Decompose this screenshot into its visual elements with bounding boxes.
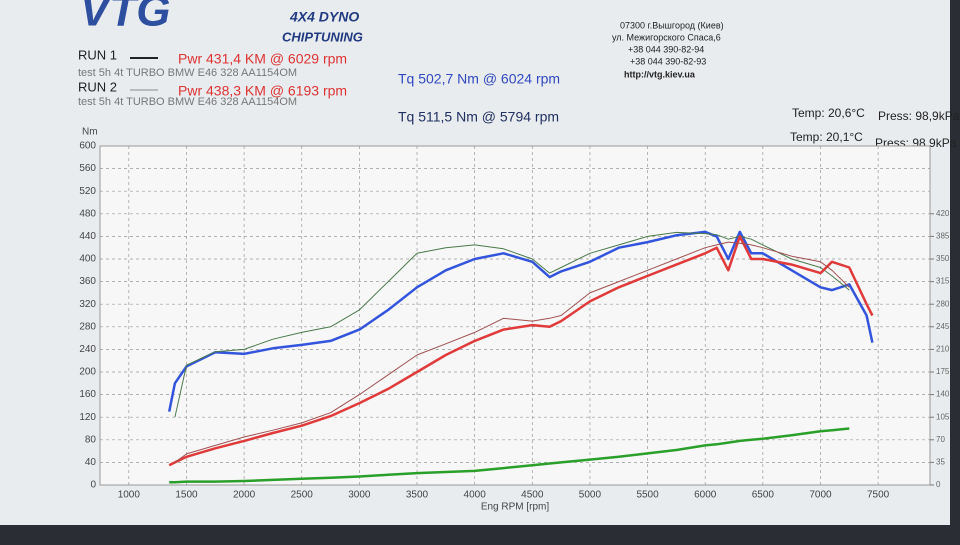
run-label: RUN 2 bbox=[78, 79, 117, 94]
title: 4X4 DYNO bbox=[289, 9, 359, 25]
x-tick-label: 1000 bbox=[118, 490, 141, 501]
x-tick-label: 3000 bbox=[348, 490, 371, 501]
y-tick-label: 80 bbox=[85, 434, 97, 445]
y-tick-label: 120 bbox=[79, 412, 96, 423]
y2-tick-label: 70 bbox=[936, 435, 945, 444]
x-tick-label: 4000 bbox=[464, 490, 487, 501]
run-label: RUN 1 bbox=[78, 47, 117, 62]
y-axis-label: Nm bbox=[82, 127, 98, 138]
run-temp: Temp: 20,1°C bbox=[790, 130, 863, 144]
address-line: ул. Межигорского Спаса,6 bbox=[612, 32, 721, 42]
y2-tick-label: 140 bbox=[936, 390, 950, 399]
y-tick-label: 200 bbox=[79, 367, 96, 378]
y-tick-label: 280 bbox=[79, 321, 96, 332]
address-line: 07300 г.Вышгород (Киев) bbox=[620, 20, 724, 30]
runs: RUN 1 Pwr 431,4 KM @ 6029 rpm test 5h 4t… bbox=[78, 47, 960, 150]
series-line bbox=[169, 427, 850, 484]
x-tick-label: 6500 bbox=[752, 490, 775, 501]
run-power: Pwr 431,4 KM @ 6029 rpm bbox=[178, 51, 347, 67]
x-tick-label: 6000 bbox=[694, 490, 717, 501]
x-tick-label: 4500 bbox=[521, 490, 544, 501]
x-axis-label: Eng RPM [rpm] bbox=[481, 502, 550, 513]
y2-tick-label: 35 bbox=[936, 458, 945, 467]
y-tick-label: 440 bbox=[79, 231, 96, 242]
y-tick-label: 40 bbox=[85, 457, 97, 468]
y2-tick-label: 280 bbox=[936, 299, 950, 308]
y2-tick-label: 175 bbox=[936, 367, 950, 376]
y2-tick-label: 105 bbox=[936, 412, 950, 421]
address-line: +38 044 390-82-93 bbox=[630, 56, 706, 66]
x-tick-label: 3500 bbox=[406, 490, 429, 501]
y2-tick-label: 0 bbox=[936, 480, 941, 489]
y-tick-label: 320 bbox=[79, 299, 96, 310]
y-tick-label: 240 bbox=[79, 344, 96, 355]
x-tick-label: 5000 bbox=[579, 490, 602, 501]
address: 07300 г.Вышгород (Киев) ул. Межигорского… bbox=[612, 20, 724, 79]
series-line bbox=[174, 231, 850, 418]
y-tick-label: 600 bbox=[79, 141, 96, 152]
y2-tick-label: 350 bbox=[936, 254, 950, 263]
y-tick-label: 400 bbox=[79, 254, 96, 265]
y-tick-label: 520 bbox=[79, 186, 96, 197]
y2-tick-label: 210 bbox=[936, 345, 950, 354]
subtitle: CHIPTUNING bbox=[282, 29, 363, 44]
y-tick-label: 0 bbox=[90, 480, 96, 491]
address-line: +38 044 390-82-94 bbox=[628, 44, 704, 54]
run-temp: Temp: 20,6°C bbox=[792, 106, 865, 120]
logo: VTG bbox=[80, 0, 170, 36]
x-tick-label: 7500 bbox=[867, 490, 890, 501]
y2-tick-label: 385 bbox=[936, 232, 950, 241]
x-tick-label: 7000 bbox=[809, 490, 832, 501]
run-info: test 5h 4t TURBO BMW E46 328 AA1154OM bbox=[78, 67, 297, 79]
run-info: test 5h 4t TURBO BMW E46 328 AA1154OM bbox=[78, 96, 297, 108]
run-torque: Tq 502,7 Nm @ 6024 rpm bbox=[398, 71, 560, 87]
series-line bbox=[167, 230, 874, 412]
y2-tick-label: 315 bbox=[936, 277, 950, 286]
x-tick-label: 2500 bbox=[291, 490, 314, 501]
y-tick-label: 560 bbox=[79, 163, 96, 174]
y2-tick-label: 245 bbox=[936, 322, 950, 331]
series-line bbox=[174, 241, 850, 463]
x-tick-label: 1500 bbox=[175, 490, 198, 501]
y-tick-label: 160 bbox=[79, 389, 96, 400]
run-press: Press: 98,9kPa bbox=[878, 109, 960, 123]
y-tick-label: 360 bbox=[79, 276, 96, 287]
series-line bbox=[168, 235, 874, 467]
address-line: http://vtg.kiev.ua bbox=[624, 69, 696, 79]
x-tick-label: 2000 bbox=[233, 490, 256, 501]
y2-tick-label: 420 bbox=[936, 209, 950, 218]
x-tick-label: 5500 bbox=[636, 490, 659, 501]
run-torque: Tq 511,5 Nm @ 5794 rpm bbox=[398, 109, 559, 125]
plot-area bbox=[99, 145, 931, 486]
run-power: Pwr 438,3 KM @ 6193 rpm bbox=[178, 83, 347, 99]
y-tick-label: 480 bbox=[79, 208, 96, 219]
